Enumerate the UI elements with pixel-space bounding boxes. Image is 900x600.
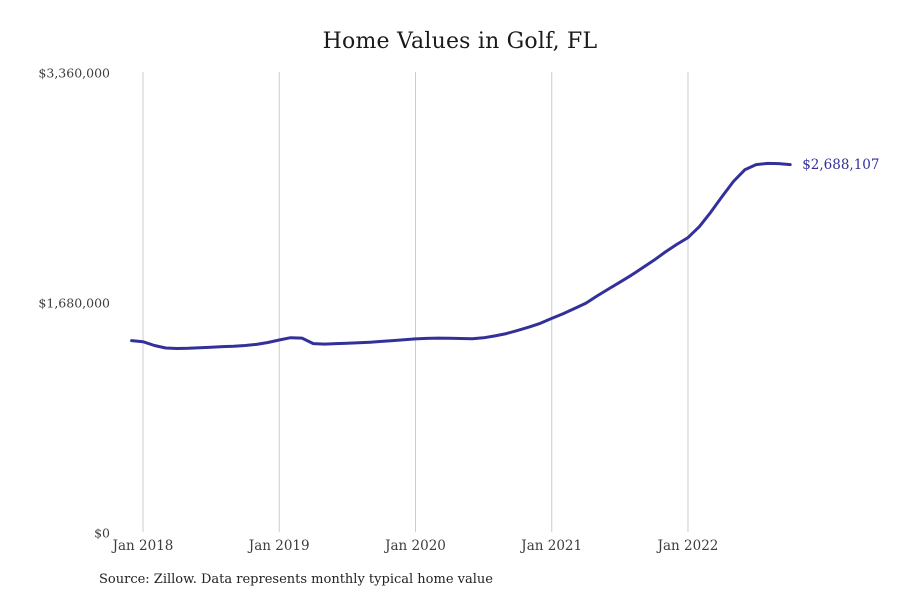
final-value-label: $2,688,107 — [802, 156, 880, 173]
series-group — [130, 161, 792, 350]
series-line — [130, 161, 792, 350]
x-tick-label: Jan 2019 — [248, 538, 310, 554]
x-tick-label: Jan 2021 — [521, 538, 583, 554]
y-tick-label: $1,680,000 — [38, 295, 110, 311]
y-tick-label: $3,360,000 — [38, 65, 110, 80]
x-tick-label: Jan 2020 — [385, 538, 446, 554]
chart-title: Home Values in Golf, FL — [322, 29, 598, 54]
y-tick-label: $0 — [94, 525, 110, 541]
x-tick-label: Jan 2022 — [657, 538, 719, 554]
gridlines — [142, 72, 689, 532]
source-note: Source: Zillow. Data represents monthly … — [99, 572, 493, 587]
x-tick-label: Jan 2018 — [112, 538, 174, 554]
